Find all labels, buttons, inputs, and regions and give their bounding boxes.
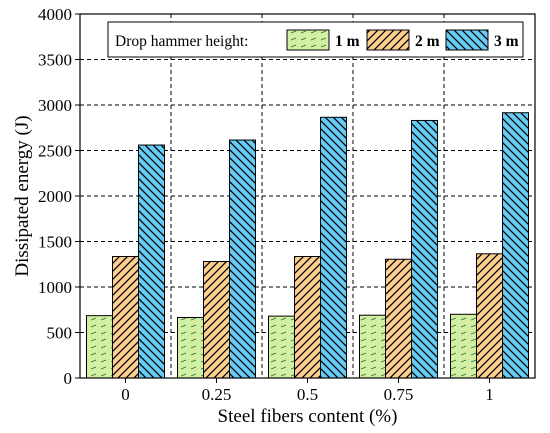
- bar-1m-1: [450, 313, 477, 379]
- bar-2m-0: [112, 256, 139, 379]
- bar-3m-0: [138, 144, 165, 379]
- bar-2m-0.25: [203, 261, 230, 379]
- legend-label-3m: 3 m: [494, 33, 519, 50]
- x-axis-label: Steel fibers content (%): [218, 406, 398, 427]
- gridlines: [80, 14, 535, 378]
- bar-3m-0.25: [229, 139, 256, 379]
- y-tick-label: 0: [64, 369, 73, 388]
- x-tick-label: 0.75: [384, 385, 414, 404]
- x-tick-label: 1: [485, 385, 494, 404]
- bar-2m-0.75: [385, 258, 412, 379]
- y-tick-label: 2500: [38, 142, 72, 161]
- legend-swatch-3m: [445, 29, 489, 51]
- bar-1m-0.75: [359, 314, 386, 379]
- bar-3m-0.75: [411, 119, 438, 379]
- bar-2m-0.5: [294, 256, 321, 379]
- x-tick-label: 0.25: [202, 385, 232, 404]
- legend-swatch-2m: [366, 29, 410, 51]
- y-tick-label: 1000: [38, 278, 72, 297]
- bar-3m-1: [502, 112, 529, 379]
- legend: Drop hammer height: 1 m 2 m 3 m: [107, 21, 524, 58]
- axes: 0 500 1000 1500 2000 2500 3000 3500 4000 0 0.25 0.5…: [38, 5, 494, 404]
- legend-label-1m: 1 m: [335, 33, 360, 50]
- bar-1m-0.5: [268, 315, 295, 379]
- x-tick-label: 0: [121, 385, 130, 404]
- y-tick-label: 500: [47, 324, 73, 343]
- y-tick-label: 3000: [38, 96, 72, 115]
- y-tick-label: 4000: [38, 5, 72, 24]
- bars: [86, 112, 529, 379]
- legend-title: Drop hammer height:: [115, 33, 248, 50]
- y-tick-label: 1500: [38, 233, 72, 252]
- legend-label-2m: 2 m: [415, 33, 440, 50]
- bar-2m-1: [476, 253, 503, 379]
- bar-1m-0: [86, 315, 113, 379]
- bar-1m-0.25: [177, 316, 204, 379]
- y-tick-label: 3500: [38, 51, 72, 70]
- bar-3m-0.5: [320, 116, 347, 379]
- y-tick-label: 2000: [38, 187, 72, 206]
- legend-swatch-1m: [286, 29, 330, 51]
- x-tick-label: 0.5: [297, 385, 318, 404]
- y-axis-label: Dissipated energy (J): [12, 115, 33, 276]
